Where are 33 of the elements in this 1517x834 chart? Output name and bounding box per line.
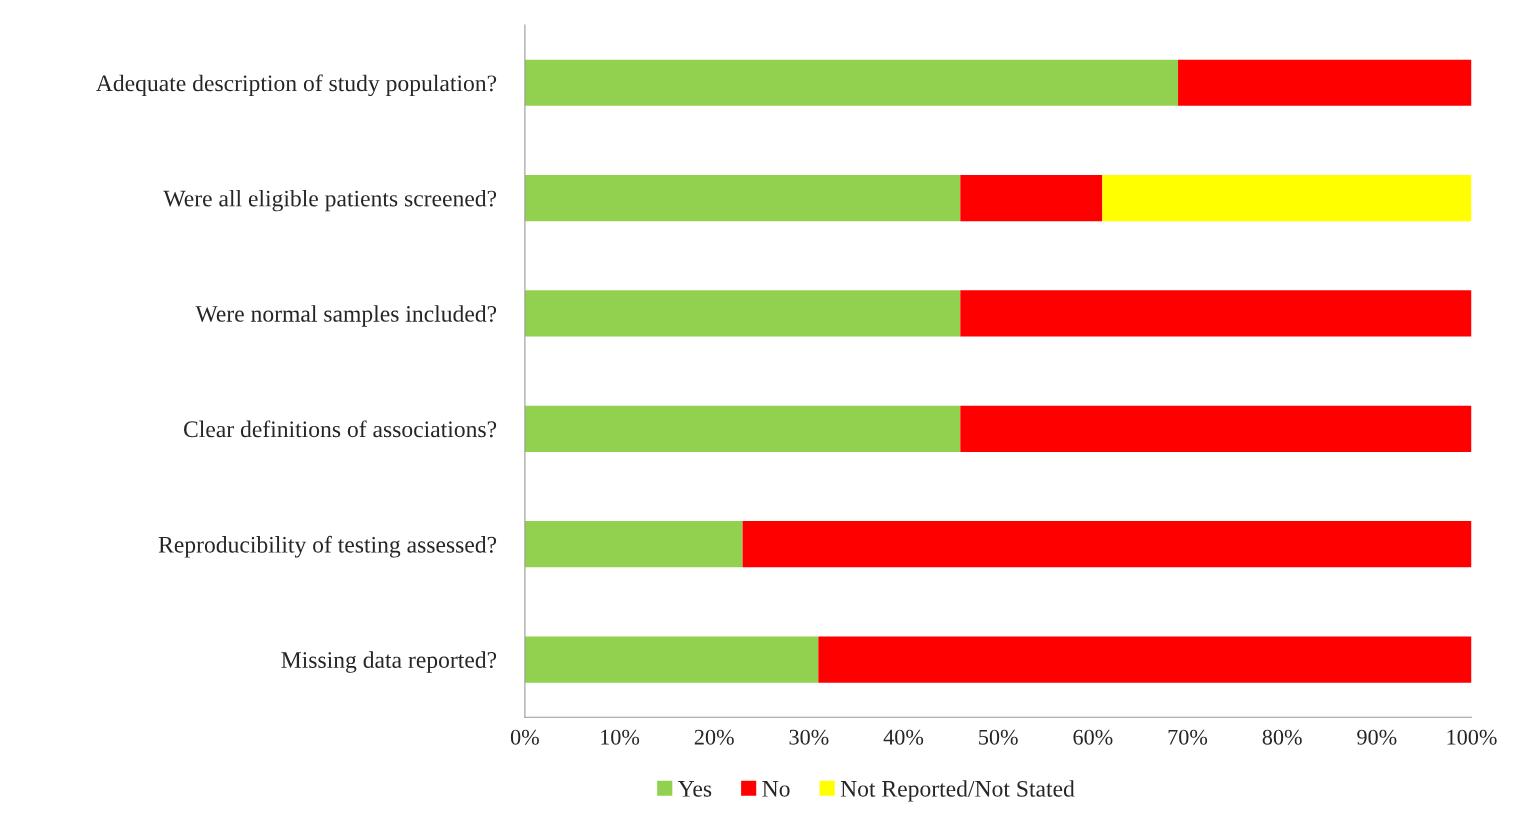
bar <box>524 521 743 568</box>
bar <box>524 290 961 337</box>
bar <box>524 405 961 452</box>
bar <box>524 636 819 683</box>
x-tick-label: 100% <box>1447 729 1497 745</box>
x-tick-label: 60% <box>1073 729 1113 745</box>
x-tick-label: 10% <box>601 729 640 745</box>
x-tick-label: 80% <box>1262 729 1302 745</box>
x-tick-label: 90% <box>1357 729 1397 745</box>
legend-label: Not Reported/Not Stated <box>840 780 1075 802</box>
x-tick-label: 70% <box>1168 729 1208 745</box>
y-tick-label: Adequate description of study population? <box>96 74 497 97</box>
bar <box>1102 175 1472 222</box>
bar <box>960 405 1472 452</box>
y-tick-label: Were all eligible patients screened? <box>163 189 497 212</box>
bar <box>524 59 1179 106</box>
x-tick-label: 50% <box>979 729 1018 745</box>
legend-label: No <box>762 781 790 797</box>
y-tick-label: Reproducibility of testing assessed? <box>158 535 497 558</box>
y-tick-label: Clear definitions of associations? <box>183 420 497 438</box>
bar <box>1178 59 1472 106</box>
bar <box>742 521 1472 568</box>
x-tick-label: 0% <box>510 729 539 745</box>
x-tick-label: 40% <box>883 729 924 745</box>
legend-label: Yes <box>677 781 712 797</box>
y-tick-label: Missing data reported? <box>281 651 497 673</box>
bar <box>960 290 1472 337</box>
bar <box>524 175 961 222</box>
x-tick-label: 20% <box>694 729 734 745</box>
x-tick-label: 30% <box>789 729 829 745</box>
bar <box>960 175 1103 222</box>
y-tick-label: Were normal samples included? <box>195 305 497 327</box>
bar <box>818 636 1472 683</box>
